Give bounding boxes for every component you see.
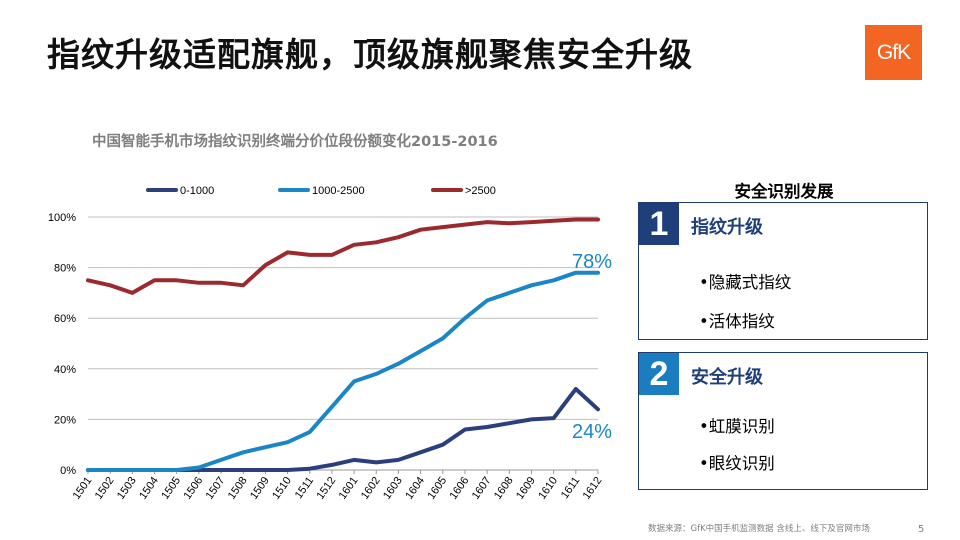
y-tick-label: 20% [54, 414, 76, 426]
y-tick-label: 80% [54, 263, 76, 275]
line-chart: 0%20%40%60%80%100% 150115021503150415051… [48, 185, 612, 502]
data-source-footer: 数据来源：GfK中国手机监测数据 含线上、线下及官网市场 [648, 524, 870, 534]
gfk-logo: GfK [865, 25, 922, 80]
x-tick-label: 1507 [204, 475, 228, 502]
page-number: 5 [918, 524, 925, 535]
legend-label: 0-1000 [180, 185, 214, 197]
x-tick-label: 1512 [314, 475, 338, 502]
x-tick-label: 1511 [293, 475, 316, 501]
y-tick-label: 40% [54, 364, 76, 376]
x-tick-label: 1604 [403, 475, 427, 502]
x-tick-label: 1504 [137, 475, 161, 502]
x-tick-label: 1509 [248, 475, 272, 502]
box-bullet: •隐藏式指纹 [699, 273, 792, 292]
slide-title: 指纹升级适配旗舰，顶级旗舰聚焦安全升级 [47, 35, 693, 74]
box-heading: 安全升级 [691, 367, 763, 388]
x-tick-label: 1508 [226, 475, 250, 502]
box-bullet: •活体指纹 [699, 312, 775, 331]
box-bullet: •虹膜识别 [699, 417, 775, 436]
security-upgrade-box: 2 安全升级 •虹膜识别 •眼纹识别 [638, 352, 928, 490]
y-tick-label: 100% [48, 212, 76, 224]
x-tick-label: 1503 [115, 475, 139, 502]
fingerprint-upgrade-box: 1 指纹升级 •隐藏式指纹 •活体指纹 [638, 202, 928, 340]
panel-title: 安全识别发展 [734, 182, 834, 201]
chart-series-lines [86, 217, 600, 472]
series-line-1000-2500 [86, 270, 600, 472]
box-number: 1 [639, 203, 679, 245]
x-tick-label: 1602 [359, 475, 383, 502]
chart-annotations: 78% 24% [572, 251, 612, 443]
legend-label: >2500 [465, 185, 496, 197]
x-tick-label: 1605 [425, 475, 449, 502]
series-line->2500 [86, 217, 600, 295]
chart-gridlines [87, 216, 599, 474]
data-annotation: 78% [572, 251, 612, 273]
box-number: 2 [639, 353, 679, 395]
y-axis-tick-labels: 0% 20% 40% 60% 80% 100% [48, 212, 76, 477]
x-tick-label: 1607 [470, 475, 494, 502]
legend-label: 1000-2500 [312, 185, 365, 197]
x-tick-label: 1502 [93, 475, 117, 502]
y-tick-label: 60% [54, 313, 76, 325]
y-tick-label: 0% [60, 465, 76, 477]
chart-title: 中国智能手机市场指纹识别终端分价位段份额变化2015-2016 [92, 134, 498, 150]
x-tick-label: 1510 [270, 475, 294, 502]
chart-legend: 0-1000 1000-2500 >2500 [146, 185, 496, 197]
x-tick-label: 1606 [448, 475, 472, 502]
x-tick-label: 1505 [159, 475, 183, 502]
x-tick-label: 1610 [536, 475, 560, 502]
x-axis-tick-labels: 1501150215031504150515061507150815091510… [71, 475, 605, 502]
series-line-0-1000 [86, 387, 600, 472]
box-bullet: •眼纹识别 [699, 454, 775, 473]
x-tick-label: 1609 [514, 475, 538, 502]
x-tick-label: 1608 [492, 475, 516, 502]
x-tick-label: 1501 [71, 475, 95, 502]
box-heading: 指纹升级 [691, 217, 763, 238]
x-tick-label: 1506 [181, 475, 205, 502]
x-tick-label: 1612 [581, 475, 605, 502]
data-annotation: 24% [572, 421, 612, 443]
x-tick-label: 1601 [337, 475, 361, 502]
x-tick-label: 1603 [381, 475, 405, 502]
x-tick-label: 1611 [559, 475, 582, 501]
